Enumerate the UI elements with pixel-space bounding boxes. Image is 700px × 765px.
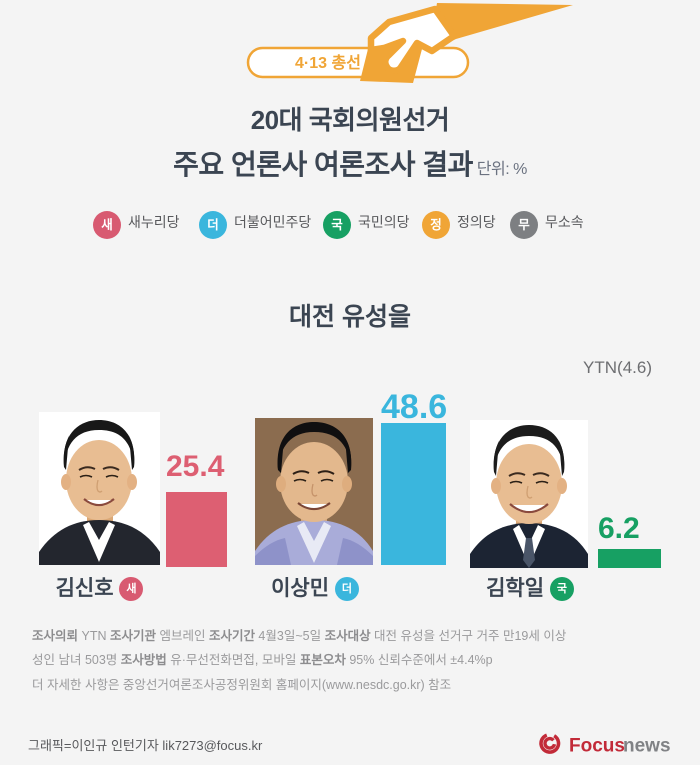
svg-text:4·13 총선: 4·13 총선 — [295, 54, 361, 72]
svg-text:Focus: Focus — [569, 736, 625, 757]
svg-text:news: news — [623, 736, 671, 757]
